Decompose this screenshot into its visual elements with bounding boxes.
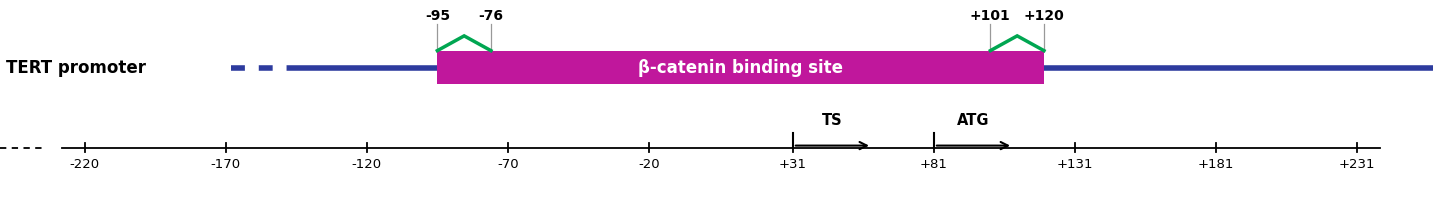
Text: +81: +81	[920, 158, 948, 171]
Text: ATG: ATG	[957, 113, 990, 128]
Text: +31: +31	[778, 158, 807, 171]
Text: -120: -120	[351, 158, 381, 171]
Text: TS: TS	[822, 113, 843, 128]
Bar	[437, 51, 1043, 84]
Text: +120: +120	[1023, 9, 1065, 23]
Text: +231: +231	[1338, 158, 1376, 171]
Text: -20: -20	[637, 158, 659, 171]
Text: +131: +131	[1056, 158, 1094, 171]
Text: -95: -95	[425, 9, 450, 23]
Text: TERT promoter: TERT promoter	[6, 58, 145, 77]
Text: -76: -76	[478, 9, 504, 23]
Text: -220: -220	[69, 158, 99, 171]
Text: -170: -170	[210, 158, 240, 171]
Text: +101: +101	[970, 9, 1010, 23]
Text: β-catenin binding site: β-catenin binding site	[637, 58, 843, 77]
Text: -70: -70	[496, 158, 518, 171]
Text: +181: +181	[1197, 158, 1235, 171]
